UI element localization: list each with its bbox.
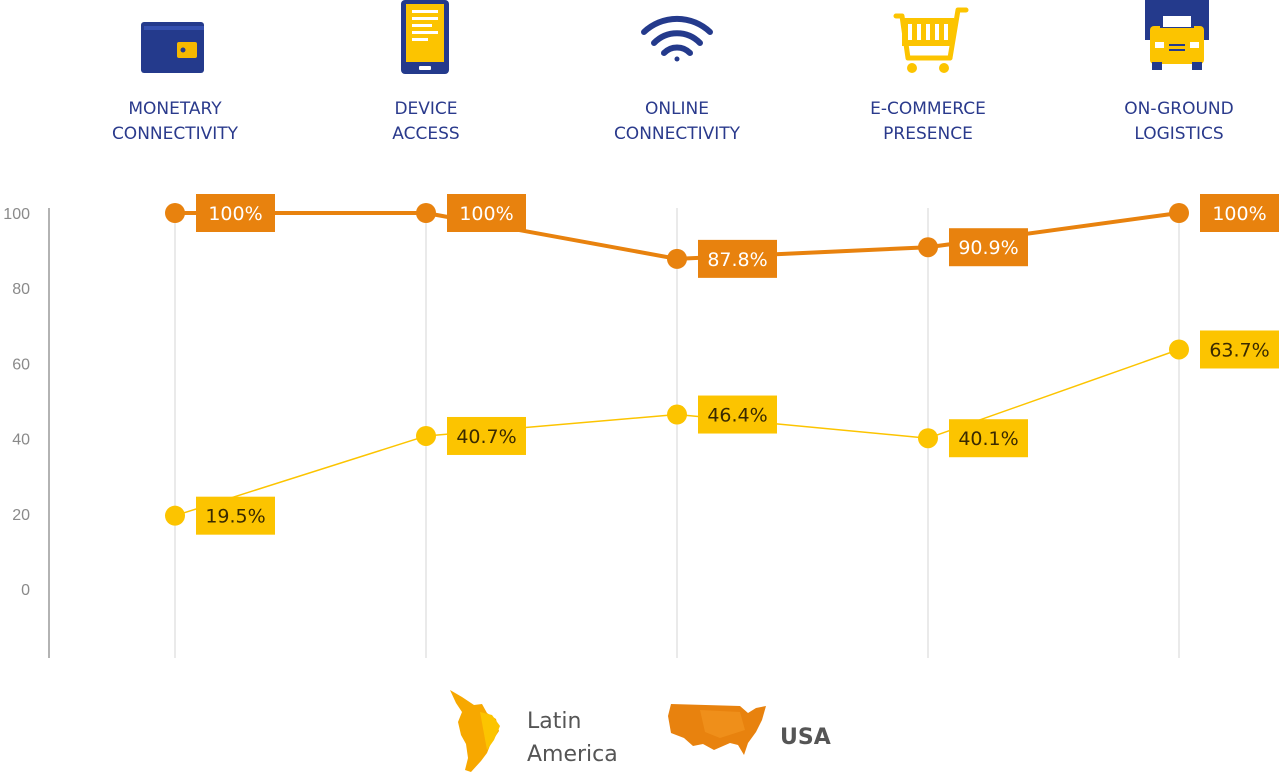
data-label-latin-america-4: 63.7% (1209, 339, 1269, 361)
y-tick-label-100: 100 (3, 206, 30, 223)
category-label-0-line1: MONETARY (128, 99, 222, 119)
data-label-usa-1: 100% (459, 203, 513, 225)
data-point-latin-america-0 (165, 505, 185, 526)
shopping-cart-icon (893, 7, 969, 73)
data-label-box-latin-america-0 (196, 496, 275, 535)
y-tick-label-40: 40 (12, 432, 30, 449)
category-label-1-line1: DEVICE (394, 99, 457, 119)
category-label-4-line1: ON-GROUND (1124, 99, 1233, 119)
data-point-usa-0 (165, 203, 185, 223)
latin-america-map-icon (450, 690, 500, 772)
data-label-box-latin-america-1 (447, 416, 526, 455)
y-tick-label-60: 60 (12, 356, 30, 373)
data-point-latin-america-1 (416, 425, 436, 446)
wallet-icon (141, 22, 204, 73)
data-label-latin-america-1: 40.7% (456, 426, 516, 448)
data-point-usa-4 (1169, 203, 1189, 223)
data-label-box-usa-4 (1200, 194, 1279, 232)
category-label-2-line1: ONLINE (645, 99, 709, 119)
data-label-box-usa-0 (196, 194, 275, 232)
data-label-latin-america-3: 40.1% (958, 428, 1018, 450)
legend-label-latin-america-line2: America (527, 742, 618, 767)
data-point-latin-america-2 (667, 404, 687, 425)
data-label-box-latin-america-3 (949, 419, 1028, 458)
category-label-2-line2: CONNECTIVITY (614, 124, 741, 144)
category-label-3-line2: PRESENCE (883, 124, 973, 144)
data-label-usa-2: 87.8% (707, 249, 767, 271)
delivery-truck-icon (1145, 0, 1209, 70)
tablet-icon (401, 0, 449, 74)
category-label-1-line2: ACCESS (392, 124, 459, 144)
category-label-4-line2: LOGISTICS (1134, 124, 1223, 144)
data-point-usa-2 (667, 248, 687, 269)
data-label-usa-3: 90.9% (958, 237, 1018, 259)
data-label-usa-4: 100% (1212, 203, 1266, 225)
data-point-latin-america-3 (918, 428, 938, 449)
data-label-latin-america-0: 19.5% (205, 506, 265, 528)
data-label-box-usa-2 (698, 239, 777, 278)
category-label-0-line2: CONNECTIVITY (112, 124, 239, 144)
data-point-usa-3 (918, 237, 938, 258)
legend-label-latin-america-line1: Latin (527, 709, 581, 734)
y-tick-label-20: 20 (12, 507, 30, 524)
data-label-latin-america-2: 46.4% (707, 405, 767, 427)
data-label-box-usa-1 (447, 194, 526, 232)
y-tick-label-0: 0 (21, 582, 30, 599)
data-label-usa-0: 100% (208, 203, 262, 225)
data-label-box-usa-3 (949, 228, 1028, 267)
wifi-icon (641, 15, 713, 62)
data-label-box-latin-america-4 (1200, 330, 1279, 369)
data-point-usa-1 (416, 203, 436, 223)
data-label-box-latin-america-2 (698, 395, 777, 434)
category-label-3-line1: E-COMMERCE (870, 99, 986, 119)
usa-map-icon (668, 704, 766, 755)
y-tick-label-80: 80 (12, 281, 30, 298)
legend-label-usa: USA (780, 725, 831, 750)
data-point-latin-america-4 (1169, 339, 1189, 360)
